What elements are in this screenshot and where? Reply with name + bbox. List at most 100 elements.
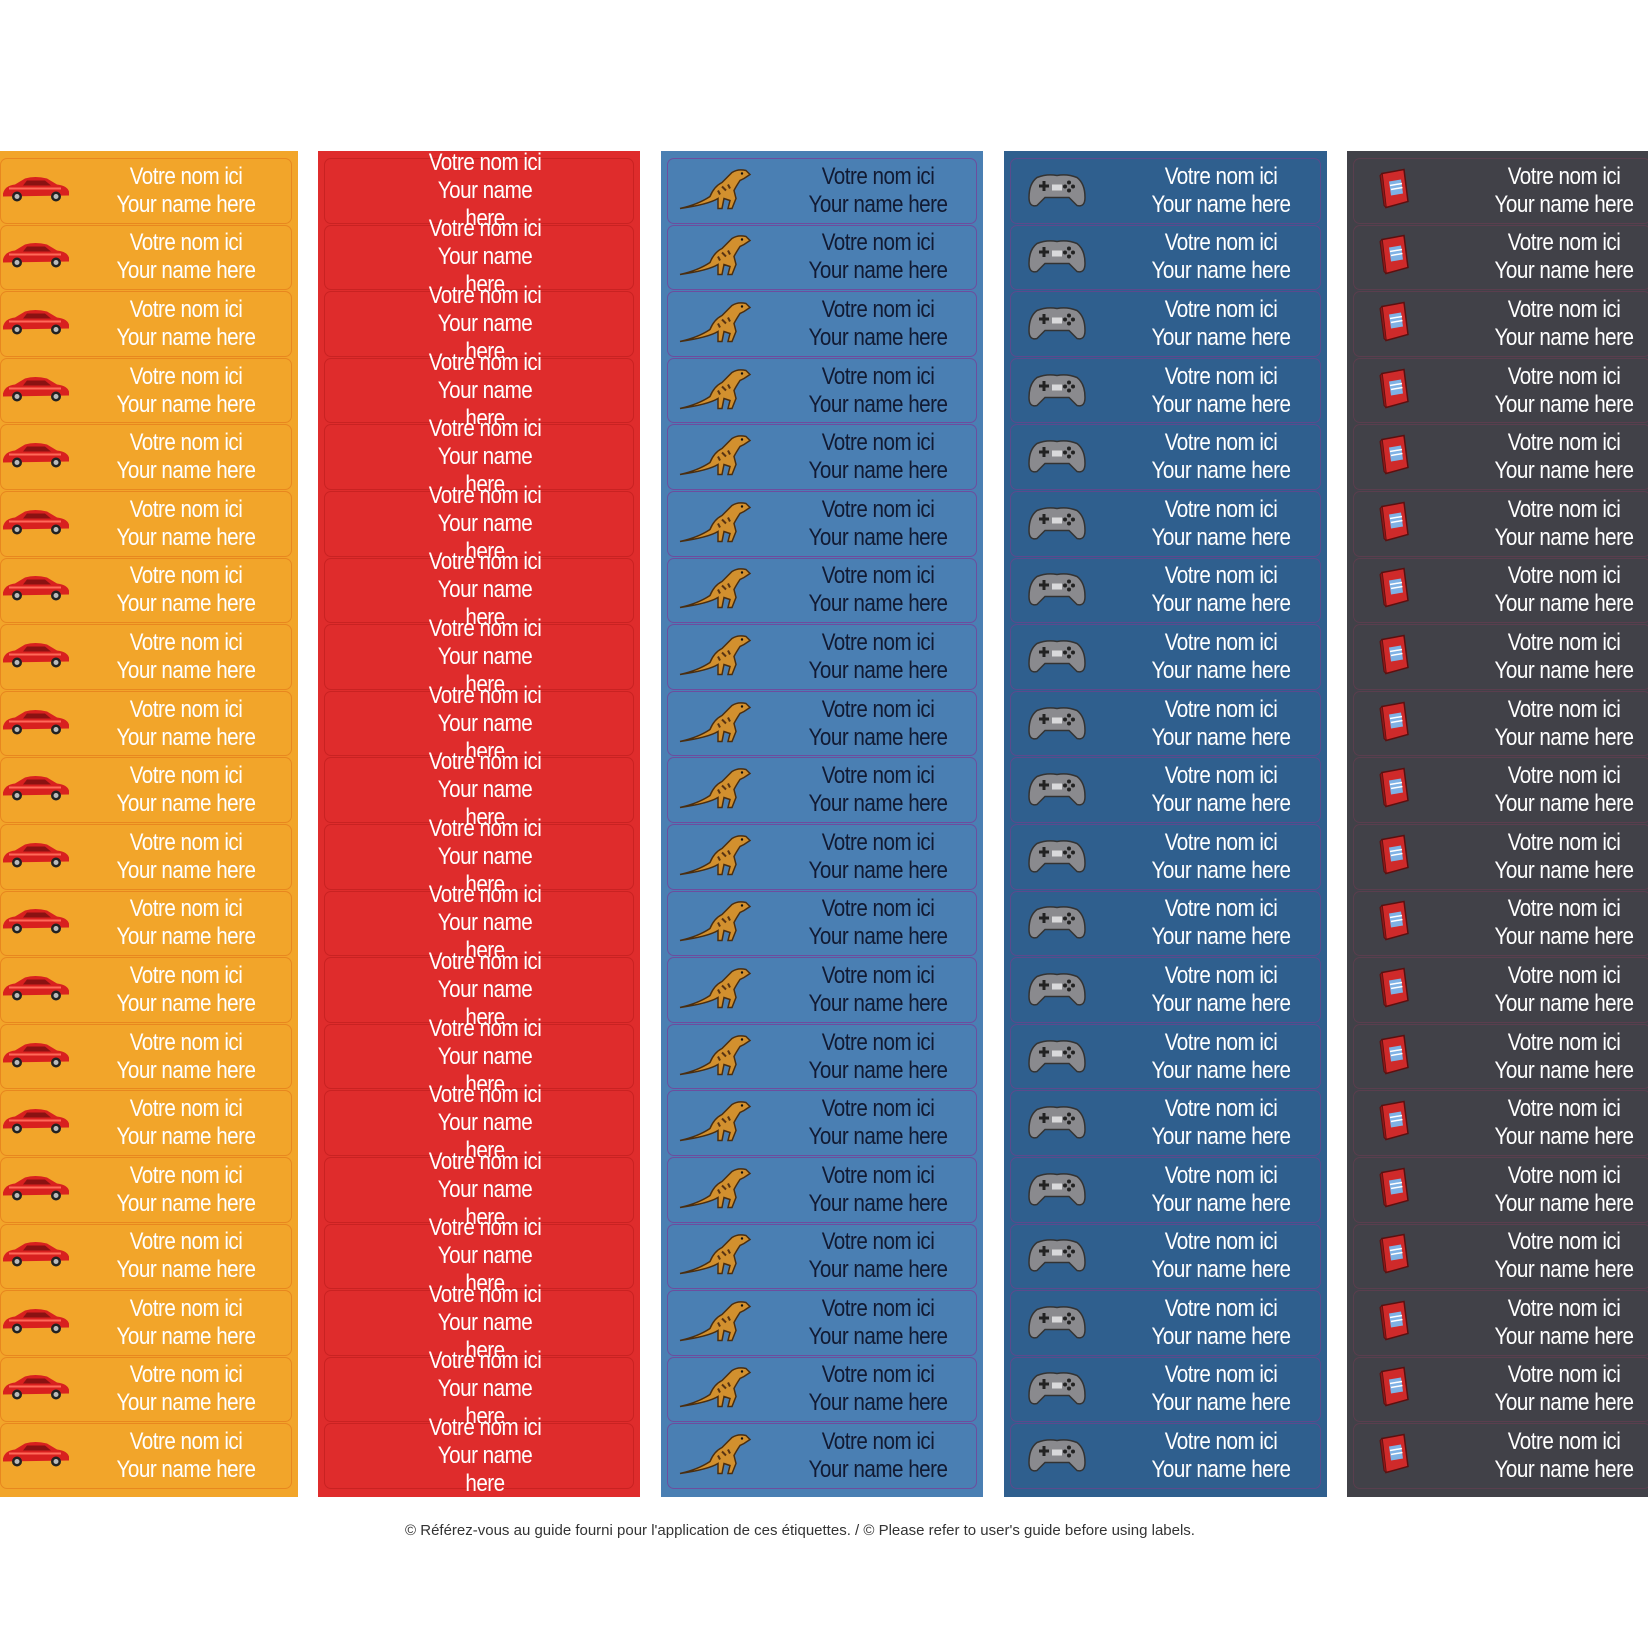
label-line-french: Votre nom ici [129,961,243,989]
name-label: Votre nom ici Your name here [667,690,977,757]
label-line-french: Votre nom ici [1164,362,1278,390]
label-line-french: Votre nom ici [821,495,935,523]
red-car-icon [1,1239,71,1274]
name-label: Votre nom ici Your name here [0,957,292,1023]
label-text: Votre nom ici Your name here [101,229,271,285]
label-line-english: Your name here [116,1189,256,1217]
label-text: Votre nom ici Your name here [1121,1095,1321,1151]
name-label: Votre nom ici Your name here [0,690,292,757]
name-label: Votre nom ici Your name here [0,291,292,357]
name-label: Votre nom ici Your name here [324,948,634,1031]
label-text: Votre nom ici Your name here [101,696,271,752]
label-line-english: Your name here [116,323,256,351]
name-label: Votre nom ici Your name here [0,1090,292,1156]
label-text: Votre nom ici Your name here [101,496,271,552]
red-book-icon [1376,167,1412,214]
name-label: Votre nom ici Your name here [0,490,292,557]
red-book-icon [1376,1100,1412,1147]
label-text: Votre nom ici Your name here [1464,1228,1648,1284]
label-line-french: Votre nom ici [1507,1294,1621,1322]
name-label: Votre nom ici Your name here [667,1423,977,1489]
name-label: Votre nom ici Your name here [0,357,292,424]
label-line-english: Your name here [808,1189,948,1217]
label-line-french: Votre nom ici [1507,1095,1621,1123]
label-line-english: Your name here [808,989,948,1017]
label-text: Votre nom ici Your name here [1464,1295,1648,1351]
label-text: Votre nom ici Your name here [1464,762,1648,818]
name-label: Votre nom ici Your name here [0,1023,292,1090]
label-line-french: Votre nom ici [821,895,935,923]
label-text: Votre nom ici Your name here [778,1029,978,1085]
name-label: Votre nom ici Your name here [1010,957,1321,1023]
label-line-french: Votre nom ici [129,1095,243,1123]
label-text: Votre nom ici Your name here [1464,496,1648,552]
name-label: Votre nom ici Your name here [1353,1156,1648,1223]
label-line-english: Your name here [1151,1056,1291,1084]
label-line-english: Your name here [1151,323,1291,351]
game-controller-icon [1027,1166,1087,1213]
label-line-french: Votre nom ici [821,1095,935,1123]
name-label: Votre nom ici Your name here [324,615,634,698]
label-line-english: Your name here [808,457,948,485]
label-text: Votre nom ici Your name here [405,1347,565,1431]
name-label: Votre nom ici Your name here [1010,1356,1321,1423]
t-rex-dinosaur-icon [678,1430,754,1483]
game-controller-icon [1027,500,1087,547]
label-line-french: Votre nom ici [428,1347,542,1375]
name-label: Votre nom ici Your name here [0,1356,292,1423]
label-line-english: Your name here [808,257,948,285]
label-line-french: Votre nom ici [1507,961,1621,989]
label-line-french: Votre nom ici [428,681,542,709]
t-rex-dinosaur-icon [678,1097,754,1150]
name-label: Votre nom ici Your name here [0,224,292,291]
label-text: Votre nom ici Your name here [101,296,271,352]
label-line-french: Votre nom ici [428,1147,542,1175]
label-line-french: Votre nom ici [821,1228,935,1256]
name-label: Votre nom ici Your name here [667,757,977,823]
label-text: Votre nom ici Your name here [101,962,271,1018]
label-line-english: Your name here [1151,723,1291,751]
game-controller-icon [1027,633,1087,680]
name-label: Votre nom ici Your name here [667,1223,977,1290]
t-rex-dinosaur-icon [678,297,754,350]
label-line-english: Your name here [437,1175,533,1231]
label-line-english: Your name here [116,656,256,684]
label-line-english: Your name here [1494,989,1634,1017]
red-car-icon [1,972,71,1007]
red-car-icon [1,706,71,741]
red-car-icon [1,906,71,941]
name-label: Votre nom ici Your name here [1010,823,1321,890]
label-line-english: Your name here [1494,790,1634,818]
label-line-english: Your name here [808,190,948,218]
name-label: Votre nom ici Your name here [1010,557,1321,624]
name-label: Votre nom ici Your name here [1010,690,1321,757]
name-label: Votre nom ici Your name here [1010,890,1321,957]
label-line-french: Votre nom ici [428,1081,542,1109]
label-line-french: Votre nom ici [1164,1028,1278,1056]
label-text: Votre nom ici Your name here [1121,1361,1321,1417]
label-text: Votre nom ici Your name here [1464,562,1648,618]
label-line-french: Votre nom ici [428,1280,542,1308]
label-line-french: Votre nom ici [821,762,935,790]
label-line-french: Votre nom ici [129,295,243,323]
label-line-french: Votre nom ici [129,828,243,856]
label-line-french: Votre nom ici [821,1028,935,1056]
label-line-english: Your name here [1494,1189,1634,1217]
name-label: Votre nom ici Your name here [667,624,977,690]
label-line-french: Votre nom ici [129,1428,243,1456]
label-line-french: Votre nom ici [129,1028,243,1056]
label-line-english: Your name here [1494,190,1634,218]
label-line-english: Your name here [116,723,256,751]
label-line-french: Votre nom ici [428,215,542,243]
name-label: Votre nom ici Your name here [667,490,977,557]
label-strip-plain-red: Votre nom ici Your name here Votre nom ici… [318,149,640,1497]
label-text: Votre nom ici Your name here [1464,296,1648,352]
label-line-french: Votre nom ici [1164,695,1278,723]
label-line-french: Votre nom ici [1164,495,1278,523]
t-rex-dinosaur-icon [678,1230,754,1283]
label-line-french: Votre nom ici [1507,362,1621,390]
name-label: Votre nom ici Your name here [1353,823,1648,890]
label-line-french: Votre nom ici [1507,828,1621,856]
label-line-english: Your name here [1151,856,1291,884]
game-controller-icon [1027,1433,1087,1480]
